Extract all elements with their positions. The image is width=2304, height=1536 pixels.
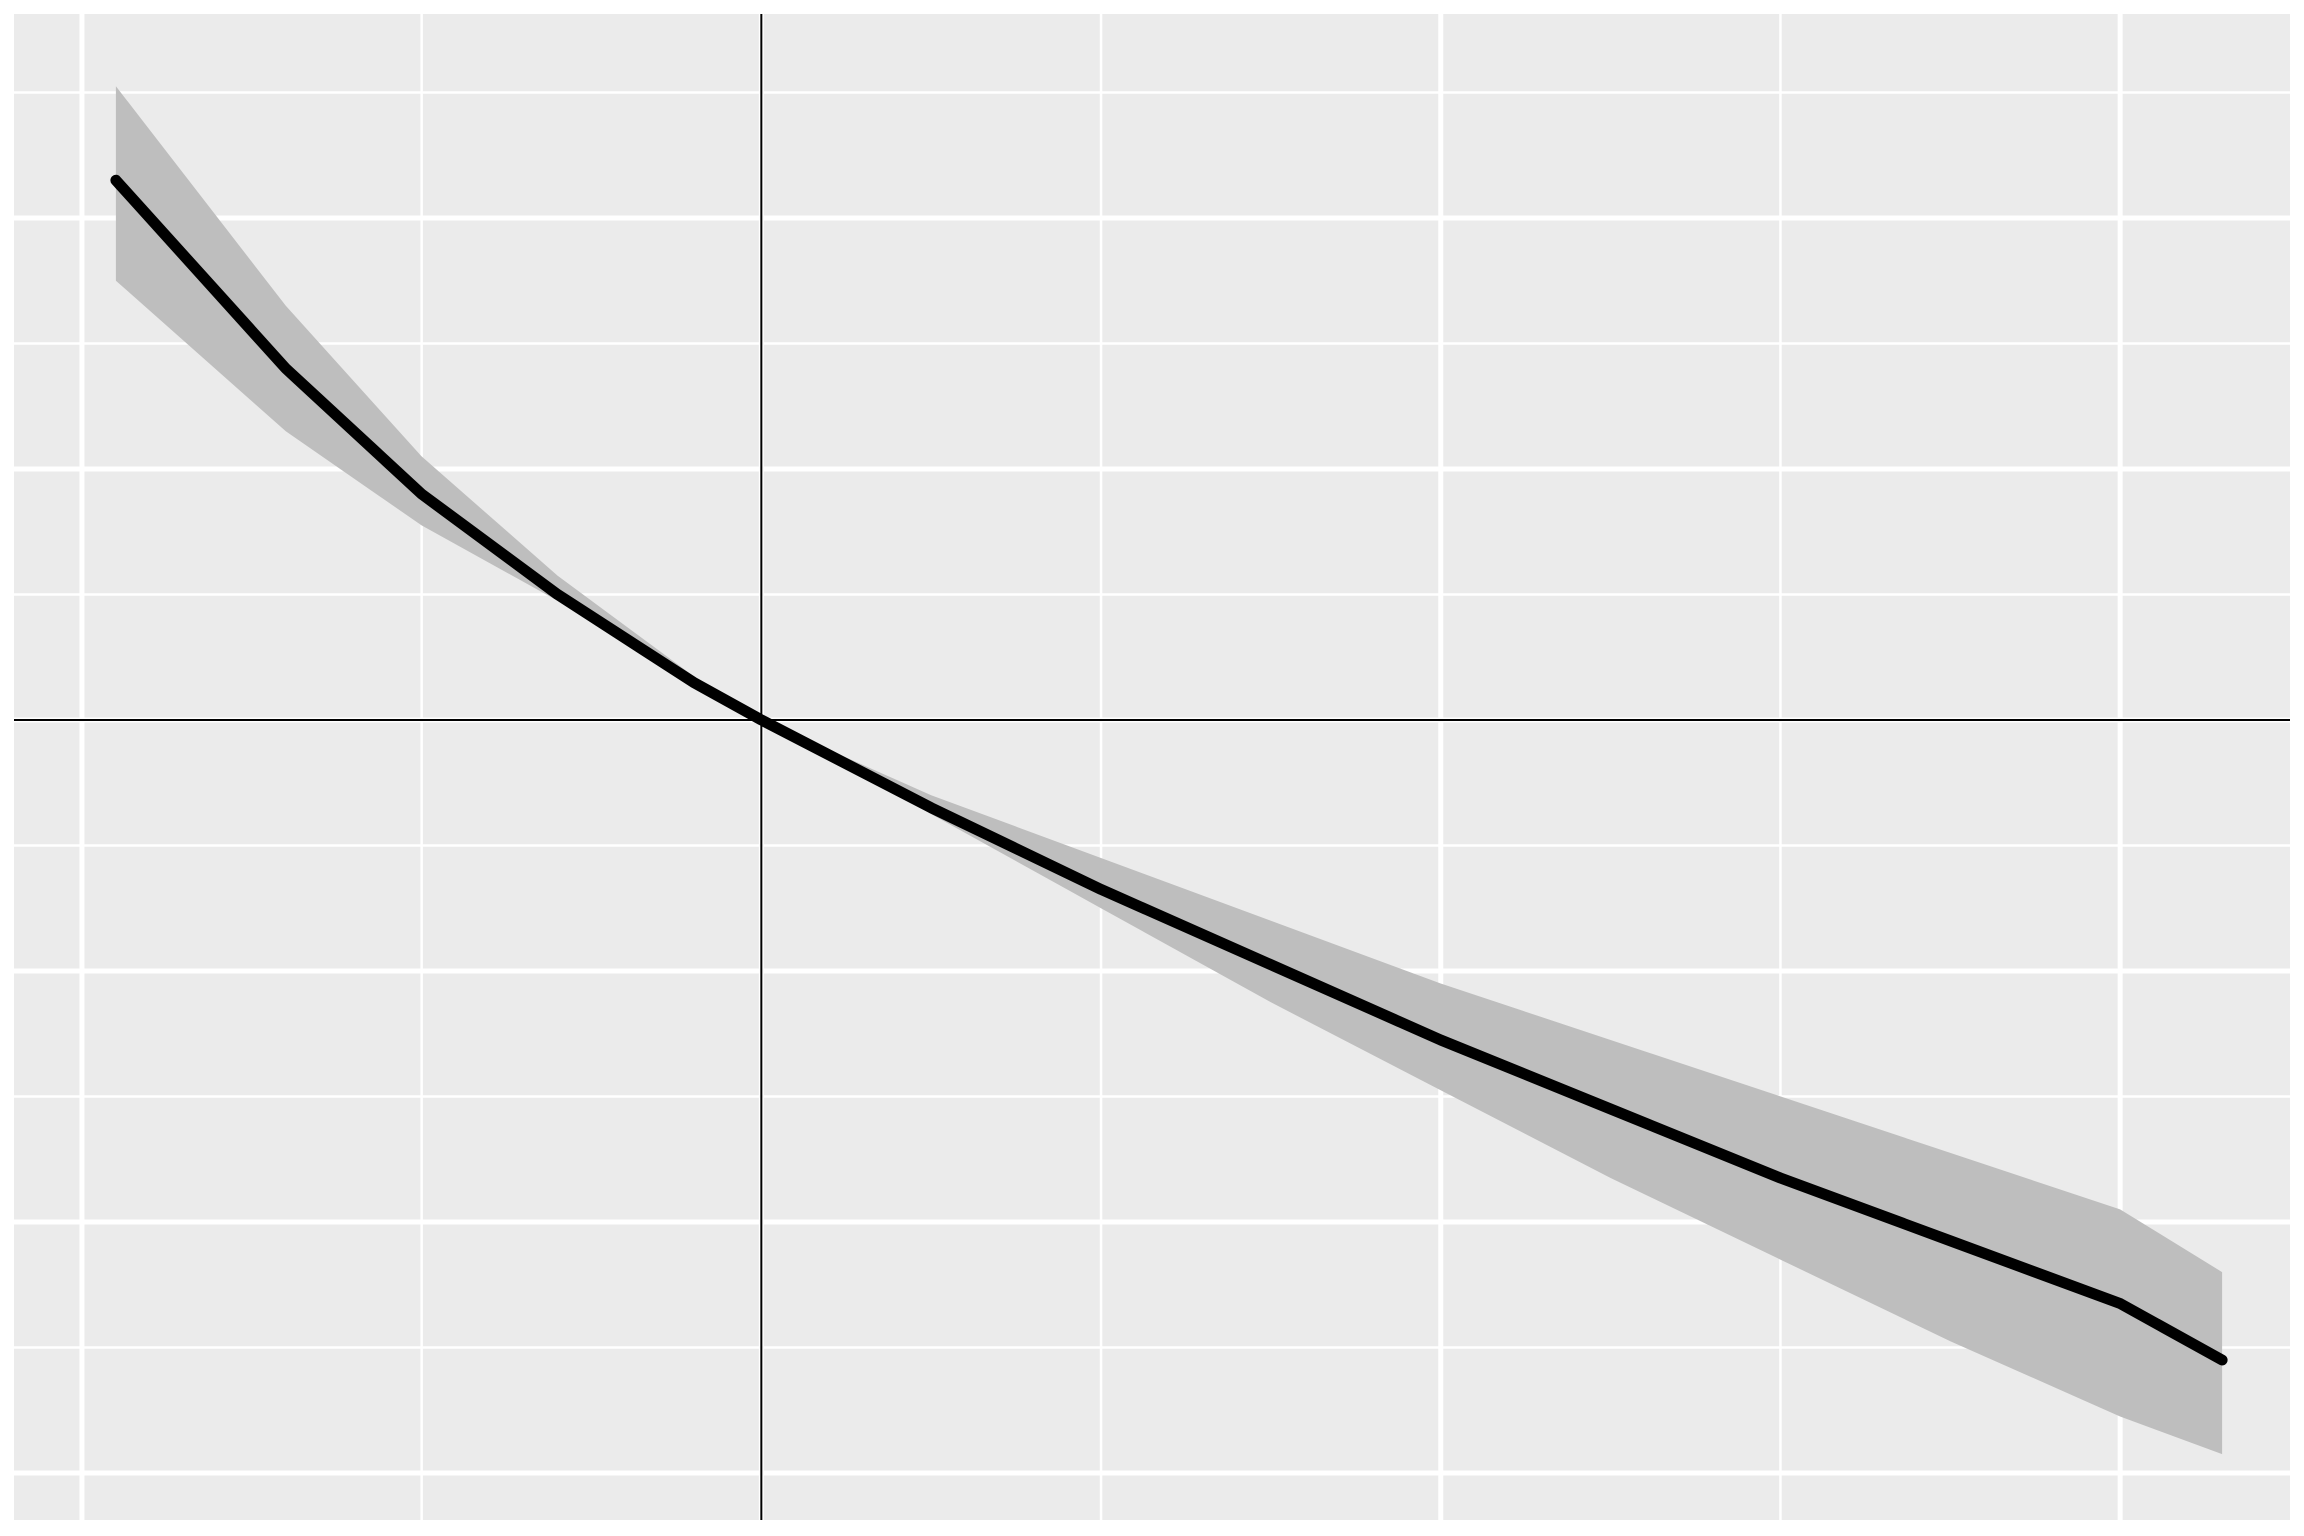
minor-gridlines [14, 14, 2290, 1520]
series-line-layer [110, 174, 2228, 1366]
confidence-ribbon-layer [115, 86, 2223, 1455]
fit-line [110, 174, 2228, 1366]
reference-lines [14, 14, 2290, 1520]
confidence-ribbon [115, 86, 2223, 1455]
